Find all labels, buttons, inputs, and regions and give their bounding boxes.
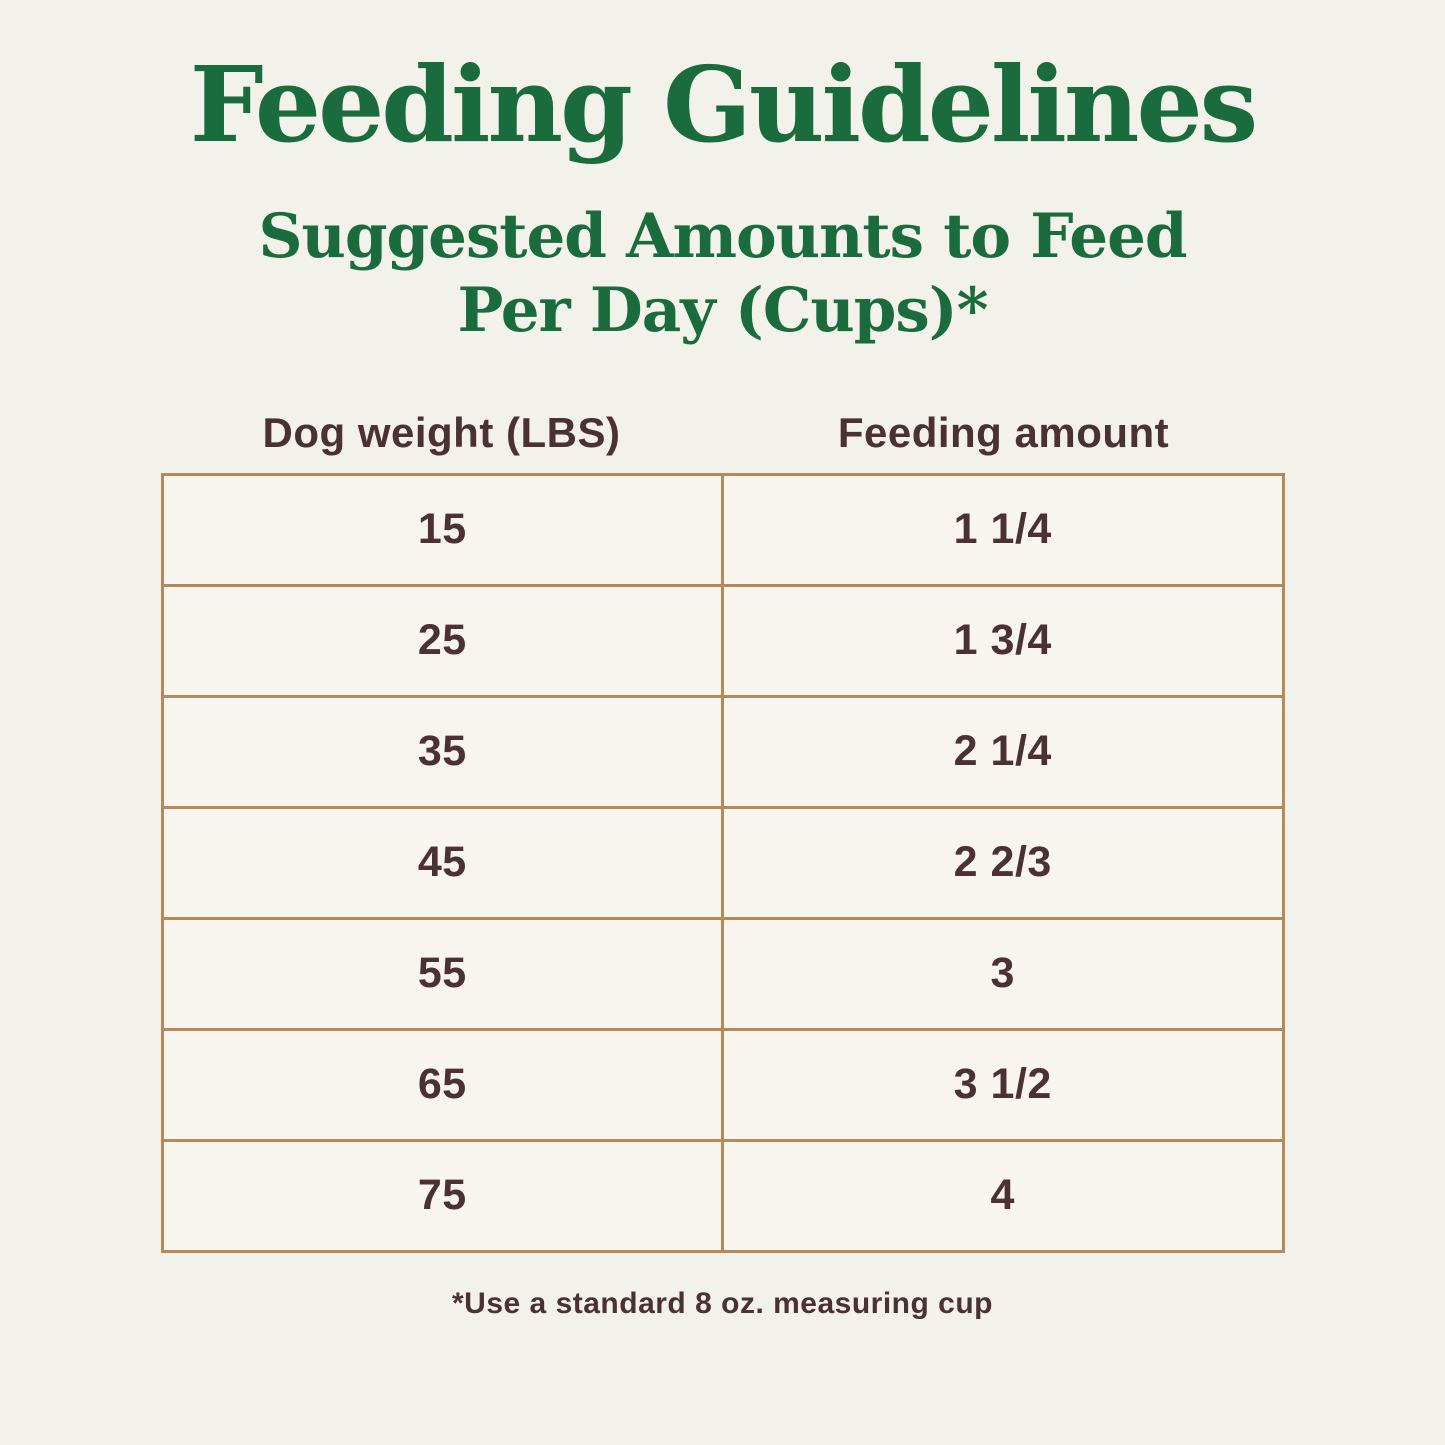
dog-weight-cell: 55 <box>160 916 724 1031</box>
feeding-amount-cell: 1 3/4 <box>721 583 1285 698</box>
dog-weight-cell: 35 <box>160 694 724 809</box>
feeding-amount-cell: 2 2/3 <box>721 805 1285 920</box>
table-row: 55 3 <box>160 916 1285 1031</box>
dog-weight-cell: 15 <box>160 472 724 587</box>
feeding-amount-cell: 1 1/4 <box>721 472 1285 587</box>
dog-weight-cell: 75 <box>160 1138 724 1253</box>
table-row: 25 1 3/4 <box>160 583 1285 698</box>
feeding-amount-cell: 3 <box>721 916 1285 1031</box>
column-header-feeding-amount: Feeding amount <box>837 408 1170 456</box>
feeding-table: 15 1 1/4 25 1 3/4 35 2 1/4 45 2 2/3 55 3 65 3 1/2 75… <box>160 472 1285 1253</box>
table-column-headers: Dog weight (LBS) Feeding amount <box>161 409 1285 457</box>
subtitle-line-2: Per Day (Cups)* <box>457 274 988 346</box>
subtitle-line-1: Suggested Amounts to Feed <box>258 201 1187 273</box>
table-row: 15 1 1/4 <box>160 472 1285 587</box>
feeding-table-body: 15 1 1/4 25 1 3/4 35 2 1/4 45 2 2/3 55 3 65 3 1/2 75… <box>160 472 1285 1253</box>
page-subtitle: Suggested Amounts to Feed Per Day (Cups)* <box>0 162 1445 346</box>
column-header-dog-weight: Dog weight (LBS) <box>262 408 621 456</box>
table-row: 65 3 1/2 <box>160 1027 1285 1142</box>
table-row: 35 2 1/4 <box>160 694 1285 809</box>
table-row: 45 2 2/3 <box>160 805 1285 920</box>
footnote: *Use a standard 8 oz. measuring cup <box>452 1286 993 1320</box>
page-title: Feeding Guidelines <box>189 43 1258 166</box>
dog-weight-cell: 65 <box>160 1027 724 1142</box>
table-row: 75 4 <box>160 1138 1285 1253</box>
feeding-amount-cell: 4 <box>721 1138 1285 1253</box>
dog-weight-cell: 25 <box>160 583 724 698</box>
dog-weight-cell: 45 <box>160 805 724 920</box>
feeding-amount-cell: 3 1/2 <box>721 1027 1285 1142</box>
feeding-amount-cell: 2 1/4 <box>721 694 1285 809</box>
